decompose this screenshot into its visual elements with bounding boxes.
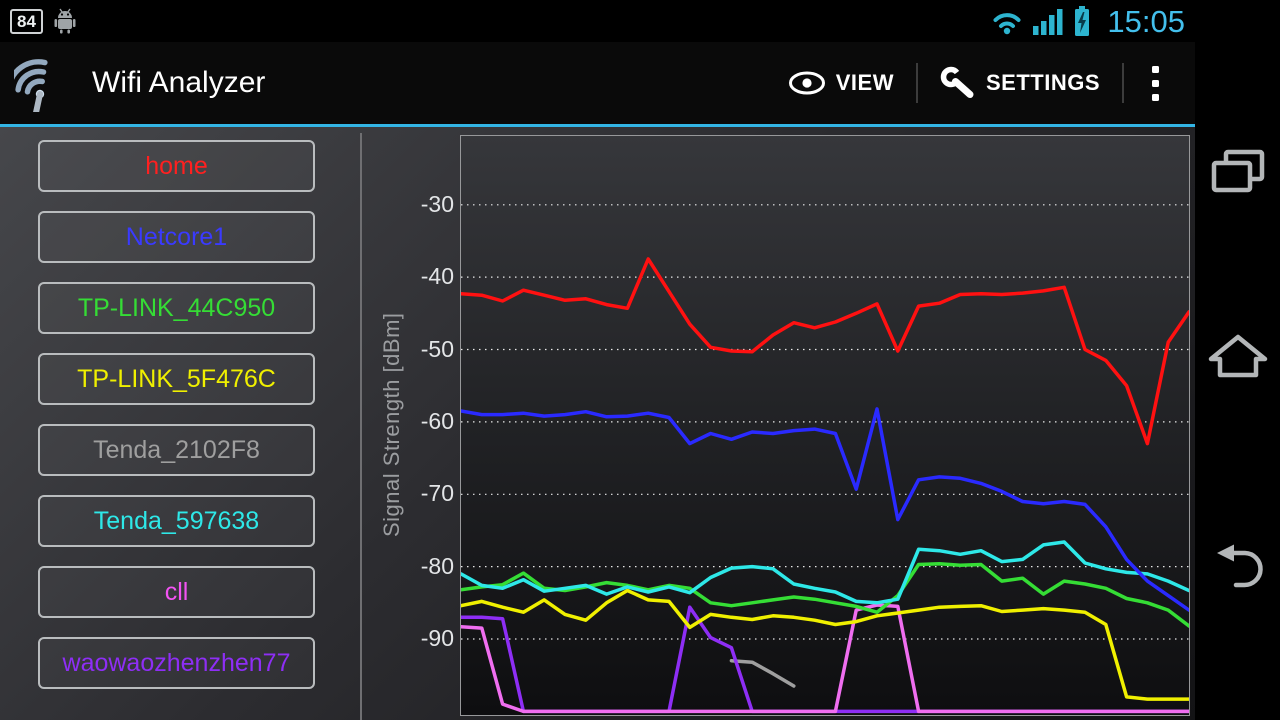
network-label: waowaozhenzhen77 — [62, 648, 291, 677]
wifi-analyzer-logo-icon — [14, 59, 48, 112]
series-tenda_2102f8 — [729, 658, 796, 688]
network-button-tp-link_5f476c[interactable]: TP-LINK_5F476C — [38, 353, 315, 405]
chart-canvas — [461, 204, 1189, 714]
signal-strength-chart[interactable] — [460, 135, 1190, 716]
actionbar-accent-line — [0, 124, 1195, 127]
network-label: home — [145, 151, 208, 180]
network-button-tp-link_44c950[interactable]: TP-LINK_44C950 — [38, 282, 315, 334]
battery-charging-icon — [1075, 6, 1090, 36]
status-bar: 84 — [0, 0, 1195, 42]
network-button-tenda_597638[interactable]: Tenda_597638 — [38, 495, 315, 547]
overflow-menu-icon[interactable] — [1142, 60, 1169, 107]
battery-percent-icon: 84 — [10, 8, 43, 34]
actionbar-separator — [915, 63, 918, 103]
app-title: Wifi Analyzer — [92, 66, 266, 99]
y-tick-label: -60 — [420, 407, 454, 434]
network-label: Tenda_2102F8 — [93, 435, 260, 464]
settings-button[interactable]: SETTINGS — [936, 60, 1104, 106]
status-clock: 15:05 — [1107, 3, 1185, 39]
y-tick-label: -30 — [420, 190, 454, 217]
network-button-waowaozhenzhen77[interactable]: waowaozhenzhen77 — [38, 637, 315, 689]
network-label: Netcore1 — [125, 222, 228, 251]
y-axis-tick-labels: -30 -40 -50 -60 -70 -80 -90 — [392, 135, 454, 714]
network-button-tenda_2102f8[interactable]: Tenda_2102F8 — [38, 424, 315, 476]
recent-apps-icon[interactable] — [1209, 148, 1267, 198]
settings-button-label: SETTINGS — [985, 70, 1100, 95]
series-tenda_597638 — [461, 540, 1189, 605]
android-robot-icon — [54, 8, 76, 34]
y-tick-label: -80 — [420, 552, 454, 579]
network-button-netcore1[interactable]: Netcore1 — [38, 211, 315, 263]
series-home — [461, 257, 1189, 446]
vertical-divider — [360, 133, 362, 720]
network-label: Tenda_597638 — [93, 506, 260, 535]
network-label: TP-LINK_5F476C — [77, 364, 276, 393]
signal-bars-icon — [1033, 8, 1063, 35]
back-icon[interactable] — [1210, 538, 1266, 594]
network-list: home Netcore1 TP-LINK_44C950 TP-LINK_5F476C… — [38, 140, 315, 708]
series-tp-link_5f476c — [461, 588, 1189, 701]
wifi-status-icon — [993, 12, 1021, 34]
y-tick-label: -50 — [420, 335, 454, 362]
action-bar: Wifi Analyzer VIEW SETTINGS — [0, 42, 1195, 124]
wrench-icon — [940, 66, 974, 98]
network-button-home[interactable]: home — [38, 140, 315, 192]
y-tick-label: -40 — [420, 263, 454, 290]
system-navigation-bar — [1195, 0, 1280, 720]
y-tick-label: -70 — [420, 480, 454, 507]
network-button-cll[interactable]: cll — [38, 566, 315, 618]
home-icon[interactable] — [1208, 332, 1268, 380]
network-label: cll — [164, 577, 189, 606]
y-tick-label: -90 — [420, 625, 454, 651]
view-button-label: VIEW — [835, 70, 894, 95]
series-netcore1 — [461, 407, 1189, 612]
actionbar-separator — [1122, 63, 1124, 103]
main-content: home Netcore1 TP-LINK_44C950 TP-LINK_5F476C… — [0, 127, 1195, 720]
series-cll — [461, 603, 1189, 714]
network-label: TP-LINK_44C950 — [77, 293, 276, 322]
view-button[interactable]: VIEW — [784, 64, 898, 102]
eye-icon — [788, 71, 825, 95]
